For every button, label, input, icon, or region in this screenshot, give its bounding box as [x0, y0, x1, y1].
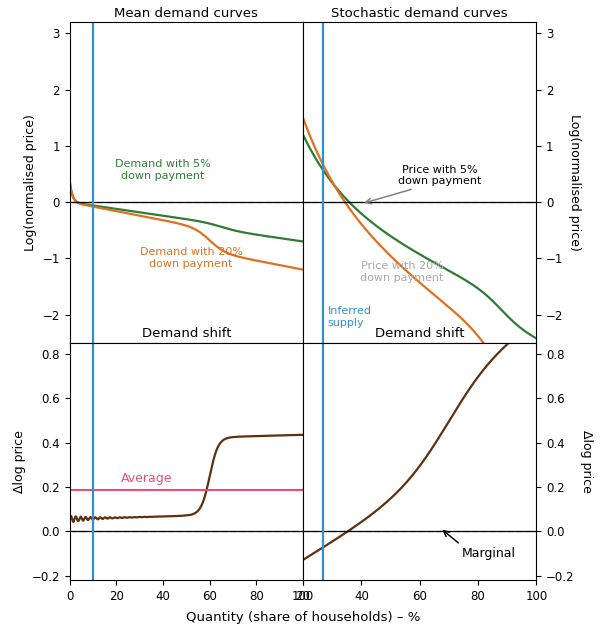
Text: Marginal: Marginal	[462, 547, 516, 560]
Text: Demand with 20%
down payment: Demand with 20% down payment	[139, 247, 242, 269]
Text: Inferred
supply: Inferred supply	[328, 306, 372, 328]
Text: Demand with 5%
down payment: Demand with 5% down payment	[115, 159, 211, 181]
Title: Stochastic demand curves: Stochastic demand curves	[331, 6, 508, 20]
Title: Demand shift: Demand shift	[142, 327, 231, 340]
Title: Demand shift: Demand shift	[375, 327, 464, 340]
Text: Price with 20%
down payment: Price with 20% down payment	[361, 261, 444, 283]
Y-axis label: Δlog price: Δlog price	[579, 430, 593, 493]
Text: Quantity (share of households) – %: Quantity (share of households) – %	[186, 611, 420, 624]
Y-axis label: Log(normalised price): Log(normalised price)	[568, 114, 582, 251]
Y-axis label: Log(normalised price): Log(normalised price)	[24, 114, 37, 251]
Y-axis label: Δlog price: Δlog price	[13, 430, 26, 493]
Text: Price with 5%
down payment: Price with 5% down payment	[398, 165, 482, 186]
Title: Mean demand curves: Mean demand curves	[115, 6, 258, 20]
Text: Average: Average	[121, 472, 173, 485]
